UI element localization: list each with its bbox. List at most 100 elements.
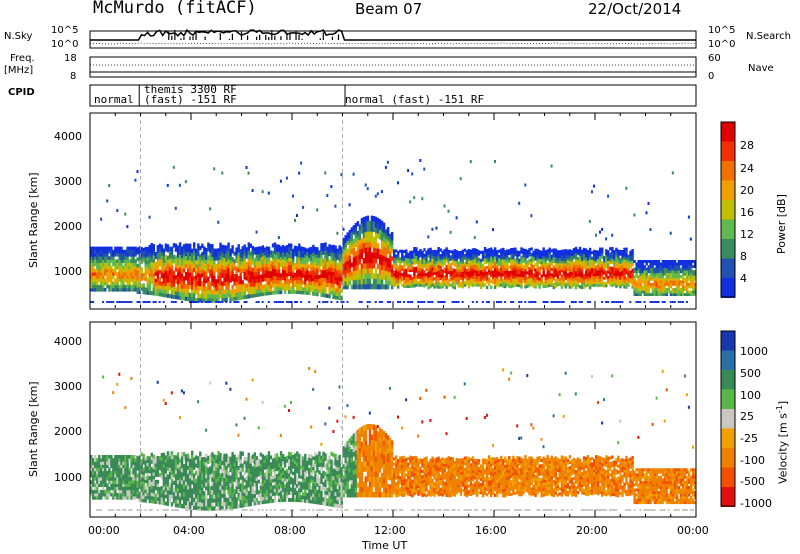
velocity-scatter — [178, 416, 181, 419]
velocity-cell — [162, 475, 166, 480]
power-cell — [146, 267, 149, 272]
power-ground-noise — [294, 301, 296, 303]
velocity-cell — [201, 495, 204, 500]
velocity-ground-noise — [122, 509, 125, 511]
power-ground-noise — [255, 301, 258, 303]
power-cell — [570, 252, 574, 256]
power-cell — [382, 265, 386, 271]
power-cell — [617, 252, 620, 256]
power-cell — [496, 262, 499, 266]
power-cell — [184, 271, 188, 277]
power-cell — [619, 282, 622, 286]
power-cell — [419, 267, 422, 271]
velocity-cell — [182, 472, 186, 477]
power-cell — [134, 268, 137, 273]
velocity-cell — [189, 458, 192, 463]
power-cell — [330, 279, 333, 284]
power-cell — [213, 256, 216, 261]
power-cell — [136, 283, 139, 288]
power-cell — [334, 260, 337, 265]
power-cell — [306, 283, 309, 288]
power-cell — [617, 270, 620, 274]
power-cell — [518, 284, 521, 288]
power-cell — [681, 265, 685, 268]
power-cell — [475, 267, 479, 271]
power-cell — [332, 260, 335, 265]
power-cell — [613, 262, 616, 266]
power-cell — [384, 270, 388, 276]
power-cell — [326, 283, 329, 288]
power-cell — [122, 278, 125, 283]
power-scatter — [374, 194, 377, 198]
power-cell — [659, 267, 662, 271]
power-cell — [451, 279, 454, 283]
power-cell — [633, 277, 636, 281]
power-cell — [209, 248, 212, 253]
power-cell — [524, 251, 527, 255]
power-ground-noise — [399, 301, 402, 303]
power-cell — [542, 267, 545, 271]
power-cell — [393, 257, 396, 261]
power-cell — [675, 282, 679, 286]
velocity-cell — [172, 488, 176, 493]
power-cell — [223, 277, 226, 282]
velocity-cell — [134, 473, 137, 478]
power-cell — [522, 265, 525, 269]
power-cell — [257, 289, 261, 294]
velocity-cell — [92, 477, 95, 481]
power-cell — [384, 238, 388, 244]
power-cell — [487, 272, 491, 276]
power-cell — [332, 267, 335, 273]
power-cell — [94, 268, 97, 273]
power-cell — [623, 250, 626, 254]
power-cell — [296, 280, 299, 284]
power-cell — [380, 274, 384, 280]
power-cell — [366, 257, 370, 264]
power-cell — [146, 253, 149, 258]
power-cell — [461, 271, 465, 275]
power-cell — [417, 253, 420, 257]
power-cell — [502, 250, 505, 254]
power-cell — [322, 246, 325, 252]
power-cell — [675, 277, 679, 281]
power-cell — [195, 282, 198, 287]
power-cell — [498, 263, 501, 267]
power-cell — [104, 253, 107, 257]
power-cell — [647, 282, 650, 286]
power-cell — [334, 264, 337, 269]
power-cell — [494, 279, 497, 283]
power-cell — [490, 247, 493, 251]
power-cell — [546, 262, 549, 266]
power-cell — [130, 249, 133, 254]
power-cell — [657, 288, 660, 291]
velocity-cell — [168, 490, 172, 495]
power-cell — [411, 253, 414, 257]
power-cell — [104, 268, 107, 273]
power-cell — [112, 256, 115, 260]
velocity-cell — [108, 461, 111, 465]
power-cell — [338, 288, 341, 293]
power-ground-noise — [601, 301, 604, 303]
power-cell — [223, 269, 226, 274]
power-cell — [659, 265, 662, 268]
velocity-cell — [144, 469, 147, 474]
power-cell — [290, 272, 293, 276]
power-cell — [306, 252, 309, 256]
power-cell — [389, 276, 392, 281]
power-cell — [243, 256, 246, 261]
power-cell — [586, 250, 590, 254]
power-cell — [506, 252, 509, 255]
power-cell — [463, 272, 467, 276]
velocity-cell — [213, 490, 216, 495]
power-ground-noise — [407, 301, 410, 303]
power-cell — [233, 266, 236, 271]
power-cell — [251, 282, 254, 287]
power-cell — [588, 253, 592, 257]
power-cell — [300, 283, 303, 288]
power-cell — [514, 275, 517, 279]
power-cell — [645, 262, 648, 266]
power-ground-noise — [556, 301, 559, 303]
power-cell — [364, 263, 368, 269]
power-cell — [395, 280, 398, 284]
power-cell — [487, 256, 491, 260]
